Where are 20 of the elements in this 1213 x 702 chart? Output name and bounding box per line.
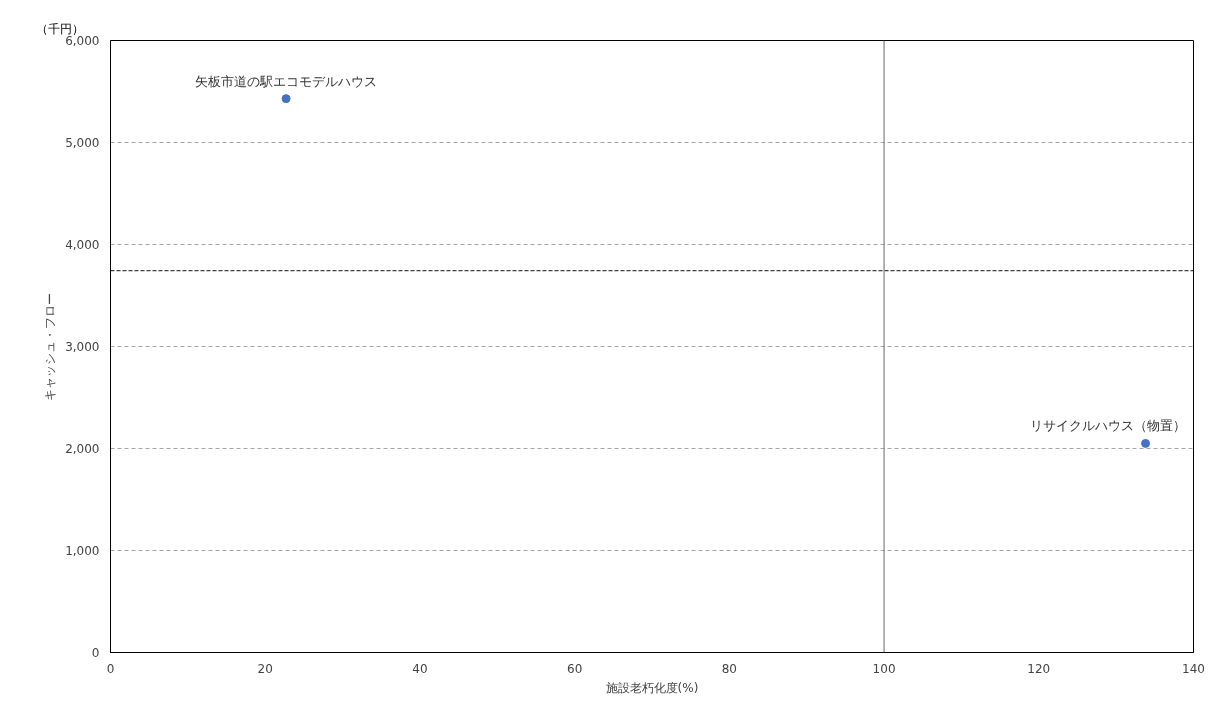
y-tick-label: 4,000 — [65, 238, 100, 252]
x-axis-title: 施設老朽化度(%) — [605, 680, 699, 695]
text: （千円） — [35, 21, 84, 36]
x-tick-label: 100 — [872, 661, 896, 676]
x-tick-label: 140 — [1182, 661, 1205, 676]
y-tick-label: 0 — [91, 646, 100, 660]
annotation: 矢板市道の駅エコモデルハウス — [195, 73, 378, 89]
x-tick-label: 20 — [257, 661, 273, 676]
x-tick-label: 80 — [721, 661, 737, 676]
y-axis-title: キャッシュ・フロー — [43, 292, 58, 401]
x-tick-label: 60 — [567, 661, 583, 676]
y-tick-label: 3,000 — [65, 340, 100, 354]
y-tick-label: 5,000 — [65, 136, 100, 150]
x-tick-label: 0 — [106, 661, 115, 676]
y-tick-label: 2,000 — [65, 442, 100, 456]
x-tick-label: 120 — [1027, 661, 1051, 676]
annotation: リサイクルハウス（物置） — [1029, 418, 1186, 434]
x-tick-label: 40 — [412, 661, 428, 676]
y-tick-label: 1,000 — [65, 544, 100, 558]
y-tick-label: 6,000 — [65, 34, 100, 48]
